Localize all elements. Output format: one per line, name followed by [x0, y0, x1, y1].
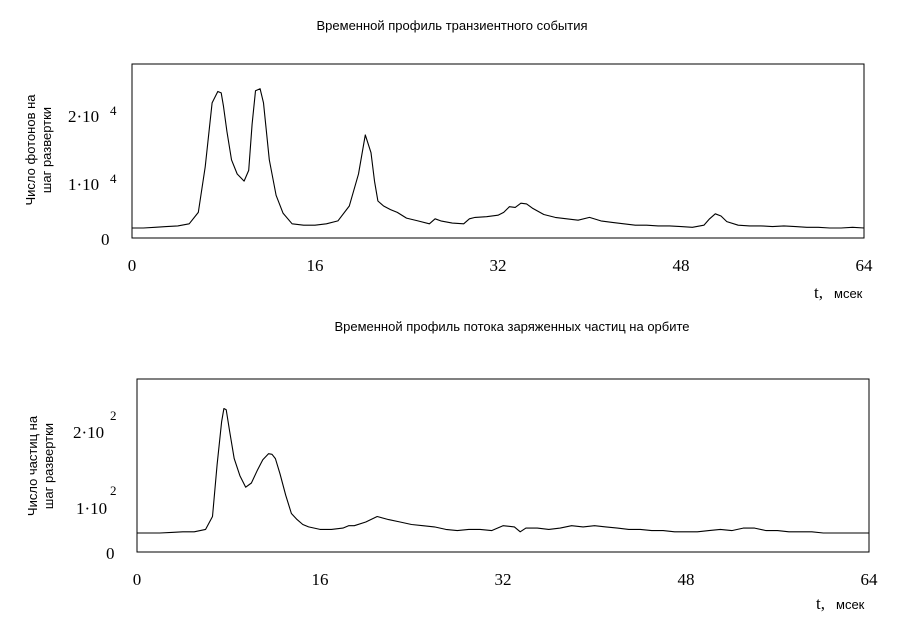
chart-particles-ytick-2: 2·10	[73, 423, 104, 442]
chart-photons-xtick-32: 32	[490, 256, 507, 275]
chart-photons-xtick-64: 64	[856, 256, 874, 275]
chart-particles-xtick-16: 16	[312, 570, 329, 589]
chart-photons-ytick-1: 1·10	[68, 175, 99, 194]
chart-photons: Временной профиль транзиентного события …	[23, 18, 873, 302]
chart-particles-ytick-0: 0	[106, 544, 115, 563]
chart-particles-ytick-1: 1·10	[76, 499, 107, 518]
chart-particles-ylabel-line1: Число частиц на	[25, 415, 40, 516]
chart-particles-title: Временной профиль потока заряженных част…	[334, 319, 689, 334]
chart-photons-ytick-2: 2·10	[68, 107, 99, 126]
chart-photons-ytick-2-exp: 4	[110, 103, 117, 118]
chart-photons-xtick-0: 0	[128, 256, 137, 275]
chart-photons-xlabel-t: t,	[814, 283, 823, 302]
chart-particles-xtick-48: 48	[678, 570, 695, 589]
chart-photons-xtick-16: 16	[307, 256, 324, 275]
chart-photons-ytick-1-exp: 4	[110, 171, 117, 186]
chart-photons-xlabel-unit: мсек	[834, 286, 863, 301]
chart-photons-ylabel-line1: Число фотонов на	[23, 94, 38, 206]
chart-particles-ytick-2-exp: 2	[110, 408, 117, 423]
chart-photons-title: Временной профиль транзиентного события	[317, 18, 588, 33]
chart-particles-xlabel-t: t,	[816, 594, 825, 613]
chart-photons-xtick-48: 48	[673, 256, 690, 275]
chart-particles-frame	[136, 378, 870, 553]
chart-particles: Временной профиль потока заряженных част…	[25, 319, 878, 613]
chart-photons-ytick-0: 0	[101, 230, 110, 249]
chart-photons-series-line	[132, 88, 865, 229]
chart-particles-series-line	[137, 407, 869, 534]
chart-particles-xtick-64: 64	[861, 570, 879, 589]
chart-particles-xtick-0: 0	[133, 570, 142, 589]
chart-particles-ytick-1-exp: 2	[110, 483, 117, 498]
chart-particles-ylabel-line2: шаг развертки	[41, 423, 56, 509]
chart-particles-xlabel-unit: мсек	[836, 597, 865, 612]
chart-photons-ylabel-line2: шаг развертки	[39, 107, 54, 193]
chart-photons-frame	[131, 63, 865, 239]
chart-particles-xtick-32: 32	[495, 570, 512, 589]
